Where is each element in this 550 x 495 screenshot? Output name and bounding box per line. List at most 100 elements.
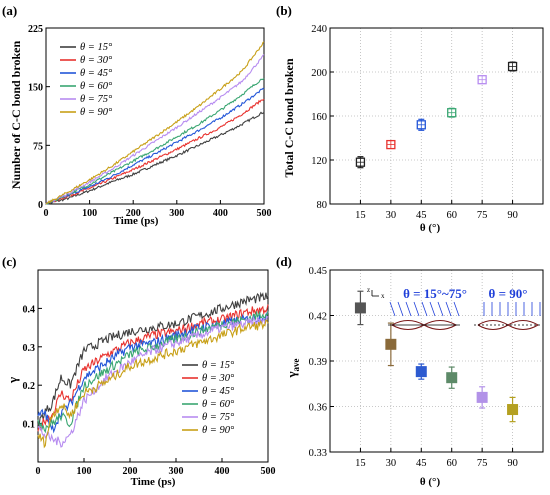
panel-a-series-line — [45, 41, 265, 205]
panel-d-ytick-label: 0.45 — [309, 266, 327, 277]
inset-arrow-oblique — [429, 301, 436, 317]
inset-arrow-oblique — [405, 301, 412, 317]
panel-b-xtick-label: 75 — [477, 210, 488, 221]
panel-c-legend-label: θ = 15° — [202, 360, 235, 371]
panel-b-xtick-label: 60 — [446, 210, 457, 221]
panel-c-ylabel: γ — [5, 377, 20, 384]
panel-c-xtick-label: 300 — [169, 466, 184, 477]
panel-a-legend-label: θ = 30° — [80, 55, 113, 66]
panel-c-legend-label: θ = 45° — [202, 386, 235, 397]
panel-d-data-point — [385, 338, 397, 350]
panel-c-ytick-label: 0.1 — [23, 420, 36, 431]
panel-b-xtick-label: 45 — [416, 210, 427, 221]
panel-d-ylabel-main: γ — [284, 371, 299, 378]
panel-c-plot-frame — [37, 269, 269, 463]
panel-a-xtick-label: 0 — [44, 208, 49, 219]
panel-d-xtick-label: 90 — [507, 458, 518, 469]
inset-arrow-oblique — [445, 301, 452, 317]
panel-d-xtick-label: 30 — [386, 458, 397, 469]
panel-c-legend-label: θ = 75° — [202, 412, 235, 423]
panel-d-ytick-label: 0.39 — [309, 357, 327, 368]
panel-c-tag: (c) — [2, 254, 16, 269]
panel-a-xtick-label: 500 — [257, 208, 272, 219]
panel-c-series-line — [37, 304, 269, 432]
panel-d-xtick-label: 15 — [355, 458, 366, 469]
panel-d-scatter-chart: (d) θ (°) γave 0.33 0.36 0.39 0.42 0.45 15 30 4… — [276, 254, 544, 488]
panel-d-tag: (d) — [276, 254, 292, 269]
panel-b-ylabel: Total C-C bond broken — [282, 58, 296, 177]
panel-d-ylabel: γave — [284, 358, 301, 378]
panel-c-ytick-label: 0.3 — [23, 343, 36, 354]
panel-d-xtick-label: 45 — [416, 458, 427, 469]
panel-d-ytick-label: 0.36 — [309, 403, 327, 414]
inset-arrow-oblique — [421, 301, 428, 317]
panel-b-ytick-label: 120 — [311, 156, 327, 167]
inset-annotation-normal: θ = 90° — [489, 286, 528, 301]
panel-a-series-line — [46, 98, 265, 205]
panel-a-series-line — [45, 54, 265, 205]
panel-c-legend-label: θ = 30° — [202, 373, 235, 384]
panel-d-ytick-label: 0.33 — [309, 448, 327, 459]
panel-a-legend-label: θ = 90° — [80, 107, 113, 118]
panel-c-series-line — [37, 318, 269, 449]
panel-a-ytick-label: 0 — [38, 200, 43, 211]
panel-a-ytick-label: 225 — [28, 24, 43, 35]
panel-c-series-line — [37, 310, 269, 434]
panel-a-series-line — [45, 111, 265, 205]
panel-c-xtick-label: 200 — [123, 466, 138, 477]
panel-c-xtick-label: 100 — [77, 466, 92, 477]
panel-c-legend-label: θ = 90° — [202, 425, 235, 436]
panel-b-ytick-label: 160 — [311, 112, 327, 123]
panel-c-xtick-label: 400 — [215, 466, 230, 477]
panel-b-xtick-label: 15 — [355, 210, 366, 221]
panel-d-data-point — [507, 404, 519, 416]
panel-a-xlabel: Time (ps) — [114, 215, 159, 227]
panel-b-scatter-chart: (b) θ (°) Total C-C bond broken 80 120 160… — [276, 3, 544, 234]
panel-b-xtick-label: 90 — [507, 210, 518, 221]
panel-a-ytick-label: 75 — [33, 141, 43, 152]
inset-arrow-oblique — [397, 301, 404, 317]
panel-d-xlabel: θ (°) — [420, 476, 441, 488]
panel-b-plot-frame — [329, 27, 544, 205]
panel-c-xlabel: Time (ps) — [131, 476, 176, 488]
inset-annotation-oblique: θ = 15°~75° — [403, 286, 467, 301]
panel-a-plot-frame — [45, 27, 265, 205]
panel-c-legend-label: θ = 60° — [202, 399, 235, 410]
inset-arrow-oblique — [437, 301, 444, 317]
panel-c-series-line — [37, 315, 269, 448]
panel-c-series-line — [37, 311, 269, 434]
panel-b-ytick-label: 200 — [311, 68, 327, 79]
panel-a-line-chart: (a) Time (ps) Number of C-C bond broken … — [2, 3, 272, 227]
panel-d-xtick-label: 60 — [446, 458, 457, 469]
panel-d-xtick-label: 75 — [477, 458, 488, 469]
inset-arrow-oblique — [413, 301, 420, 317]
panel-c-ytick-label: 0.4 — [23, 304, 36, 315]
panel-b-xlabel: θ (°) — [420, 222, 441, 234]
panel-b-xtick-label: 30 — [386, 210, 397, 221]
panel-a-tag: (a) — [2, 3, 17, 18]
panel-c-series-line — [37, 291, 269, 427]
inset-arrow-oblique — [389, 301, 396, 317]
panel-c-xtick-label: 0 — [36, 466, 41, 477]
panel-a-ylabel: Number of C-C bond broken — [9, 41, 23, 190]
panel-a-series-line — [45, 87, 265, 205]
panel-c-line-chart: (c) Time (ps) γ 0 100 200 300 400 500 0.1 0.2 0.… — [2, 254, 276, 488]
inset-x-label: x — [381, 292, 385, 300]
panel-d-data-point — [354, 302, 366, 314]
panel-a-legend-label: θ = 15° — [80, 42, 113, 53]
panel-b-tag: (b) — [276, 3, 292, 18]
inset-z-label: z — [367, 286, 370, 294]
panel-b-ytick-label: 240 — [311, 24, 327, 35]
panel-a-ytick-label: 150 — [28, 83, 43, 94]
panel-a-xtick-label: 200 — [126, 208, 141, 219]
panel-a-legend-label: θ = 60° — [80, 81, 113, 92]
panel-a-xtick-label: 400 — [213, 208, 228, 219]
panel-c-xtick-label: 500 — [261, 466, 276, 477]
panel-d-data-point — [446, 372, 458, 384]
panel-d-ylabel-sub: ave — [291, 358, 301, 371]
panel-a-xtick-label: 100 — [82, 208, 97, 219]
panel-c-ytick-label: 0.2 — [23, 381, 36, 392]
panel-d-data-point — [476, 391, 488, 403]
panel-a-legend-label: θ = 45° — [80, 68, 113, 79]
